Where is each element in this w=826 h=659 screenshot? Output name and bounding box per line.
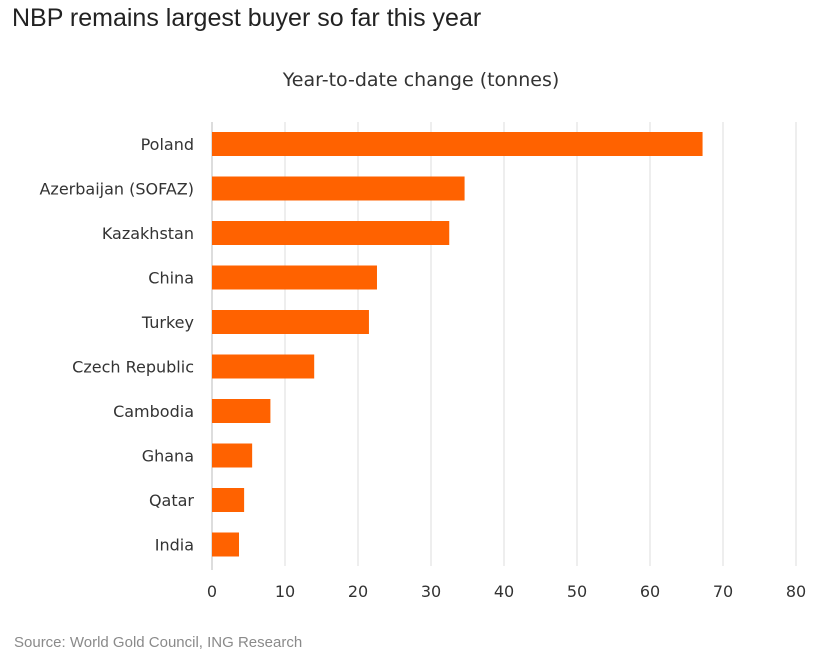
bar-cambodia: [212, 399, 271, 423]
bar-azerbaijan-sofaz: [212, 176, 465, 201]
category-label: India: [155, 536, 194, 555]
category-label: Turkey: [141, 313, 194, 332]
source-note: Source: World Gold Council, ING Research: [14, 634, 303, 651]
x-tick-label: 0: [207, 582, 217, 601]
x-tick-label: 70: [713, 582, 733, 601]
bar-china: [212, 265, 377, 290]
x-tick-label: 40: [494, 582, 514, 601]
x-axis-ticks: 0 10 20 30 40 50 60 70 80: [207, 582, 806, 601]
category-label: Azerbaijan (SOFAZ): [39, 180, 194, 199]
category-label: Cambodia: [113, 402, 194, 421]
x-tick-label: 20: [348, 582, 368, 601]
x-tick-label: 10: [275, 582, 295, 601]
bar-qatar: [212, 488, 245, 512]
category-label: Kazakhstan: [102, 224, 194, 243]
category-labels: Poland Azerbaijan (SOFAZ) Kazakhstan China T…: [39, 135, 194, 555]
bar-poland: [212, 132, 703, 156]
bar-turkey: [212, 310, 369, 334]
x-tick-label: 50: [567, 582, 587, 601]
x-tick-label: 80: [786, 582, 806, 601]
bar-ghana: [212, 443, 253, 468]
category-label: Qatar: [149, 491, 194, 510]
x-tick-label: 60: [640, 582, 660, 601]
bar-kazakhstan: [212, 221, 450, 245]
bar-india: [212, 532, 240, 557]
chart-title: Year-to-date change (tonnes): [282, 69, 560, 91]
x-tick-label: 30: [421, 582, 441, 601]
bars: [212, 132, 703, 557]
page-title: NBP remains largest buyer so far this ye…: [12, 4, 482, 32]
category-label: Poland: [141, 135, 194, 154]
category-label: Czech Republic: [72, 358, 194, 377]
bar-chart: Year-to-date change (tonnes) Poland Azerb…: [39, 69, 806, 601]
bar-czech-republic: [212, 354, 315, 379]
category-label: China: [148, 269, 194, 288]
category-label: Ghana: [142, 447, 194, 466]
